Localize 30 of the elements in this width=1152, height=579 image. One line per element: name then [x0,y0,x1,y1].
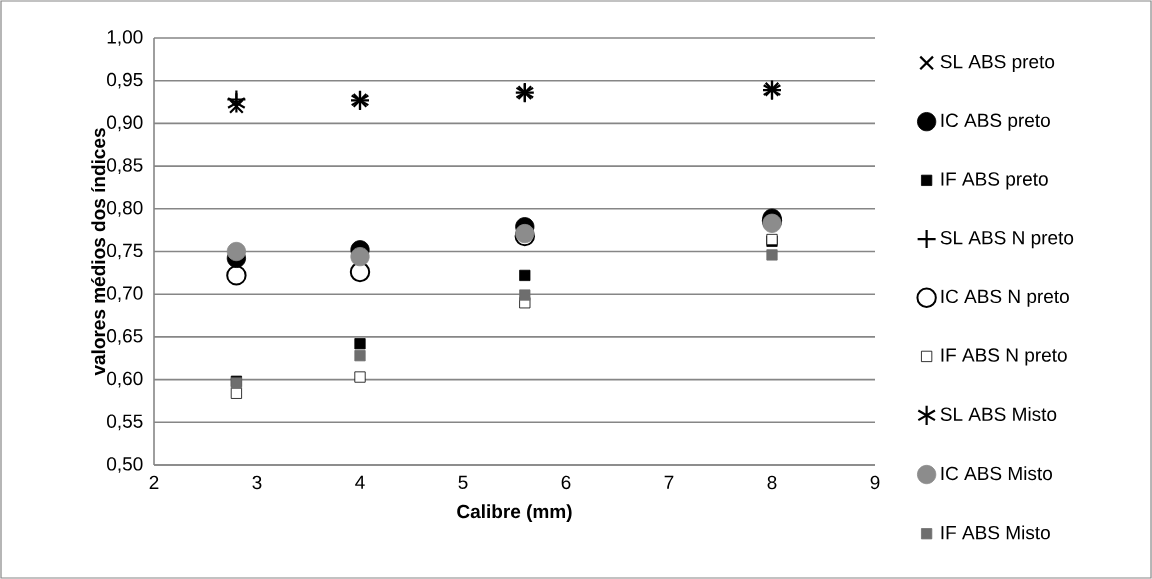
y-tick-label: 0,85 [107,158,143,174]
legend-label: IF ABS preto [941,172,1048,190]
x-tick-label: 4 [355,475,365,489]
y-tick-label: 0,80 [107,200,143,217]
y-tick-label: 0,95 [107,72,143,89]
x-tick-label: 6 [561,475,571,490]
legend-label: SL ABS preto [940,54,1055,73]
x-axis-title: Calibre (mm) [457,504,572,522]
legend-label: SL ABS Misto [940,407,1057,421]
legend-label: IF ABS N preto [941,348,1067,366]
y-tick-label: 0,50 [107,457,143,473]
legend-label: IC ABS N preto [941,289,1069,307]
x-tick-label: 9 [870,475,880,490]
legend-label: IF ABS Misto [941,525,1050,540]
y-tick-label: 0,90 [107,115,143,132]
x-tick-label: 3 [252,475,262,490]
y-tick-label: 0,55 [107,414,143,431]
x-tick-label: 8 [767,475,777,490]
x-tick-label: 7 [664,475,674,489]
y-tick-label: 0,75 [107,243,143,260]
y-tick-label: 1,00 [107,30,143,46]
legend-label: IC ABS Misto [941,466,1052,481]
y-tick-label: 0,70 [107,286,143,303]
y-tick-label: 0,60 [107,371,143,388]
legend-label: IC ABS preto [941,113,1050,131]
x-tick-label: 2 [149,475,159,489]
y-tick-label: 0,65 [107,329,143,345]
y-axis-title: valores médios dos índices [91,128,106,376]
x-tick-label: 5 [458,475,468,489]
legend-label: SL ABS N preto [940,230,1074,249]
